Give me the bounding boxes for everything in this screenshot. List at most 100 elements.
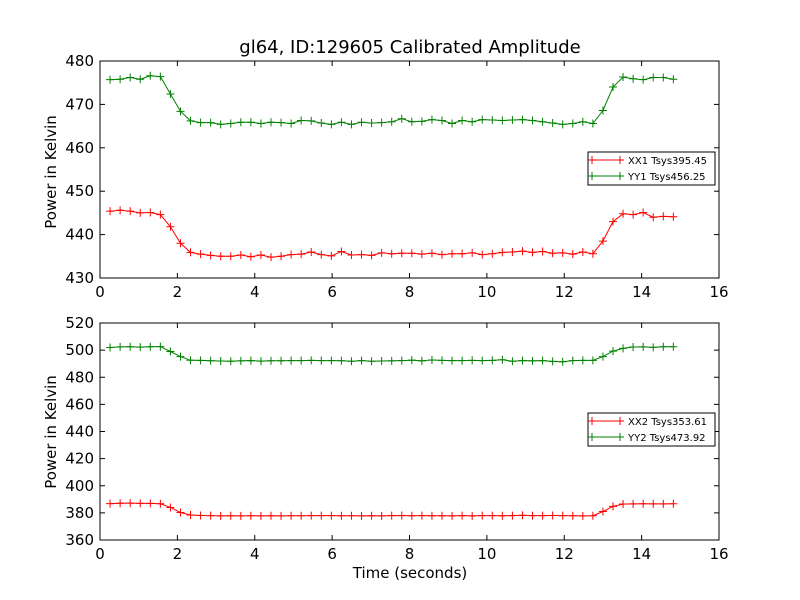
top-x-tick-label: 8 (405, 283, 415, 301)
bottom-chart: Power in Kelvin Time (seconds) 0 2 4 6 8 10 12… (42, 314, 729, 582)
bottom-series-2-marker (478, 356, 487, 365)
bottom-series-2-marker (558, 357, 567, 366)
top-series-1-marker (518, 247, 527, 256)
bottom-legend-marker-2 (588, 433, 596, 441)
top-series-1-marker (246, 252, 255, 261)
top-x-tick-label: 0 (95, 283, 105, 301)
top-series-1-marker (659, 212, 668, 221)
top-series-1-marker (608, 217, 617, 226)
top-y-tick-label: 460 (65, 139, 94, 157)
bottom-series-2-marker (498, 355, 507, 364)
bottom-series-1-marker (196, 511, 205, 520)
top-series-2-marker (347, 120, 356, 129)
bottom-series-2-marker (186, 356, 195, 365)
top-series-1-marker (216, 252, 225, 261)
top-series-1-marker (347, 250, 356, 259)
bottom-series-1-marker (448, 511, 457, 520)
top-series-2-marker (619, 73, 628, 82)
top-series-1-marker (136, 208, 145, 217)
bottom-series-1-marker (508, 511, 517, 520)
top-series-2-marker (397, 114, 406, 123)
top-series-2-marker (598, 106, 607, 115)
bottom-series-1-marker (518, 511, 527, 520)
top-series-1-marker (387, 249, 396, 258)
bottom-plot-area: 0 2 4 6 8 10 12 14 16 360 380 400 420 440 460 480 500 520… (65, 314, 729, 563)
bottom-series-1-marker (498, 511, 507, 520)
bottom-x-tick-label: 4 (250, 545, 260, 563)
bottom-x-axis-label: Time (seconds) (352, 564, 468, 582)
top-series-1-marker (478, 250, 487, 259)
bottom-series-2-marker (256, 357, 265, 366)
bottom-series-2-marker (146, 342, 155, 351)
bottom-series-1-marker (468, 511, 477, 520)
top-series-2-marker (478, 115, 487, 124)
top-series-1-marker (226, 252, 235, 261)
bottom-series-1-marker (266, 511, 275, 520)
bottom-series-1-marker (387, 511, 396, 520)
top-series-2-marker (508, 116, 517, 125)
top-series-1-marker (407, 249, 416, 258)
bottom-series-1-marker (619, 500, 628, 509)
top-series-1-marker (578, 247, 587, 256)
bottom-y-tick-label: 480 (65, 368, 94, 386)
bottom-series-2-marker (236, 356, 245, 365)
bottom-series-1-marker (478, 511, 487, 520)
bottom-series-1-marker (588, 511, 597, 520)
bottom-series-2-marker (307, 356, 316, 365)
top-series-1-marker (508, 247, 517, 256)
top-series-2-marker (236, 118, 245, 127)
top-legend: XX1 Tsys395.45 YY1 Tsys456.25 (587, 151, 716, 186)
top-series-1-marker (629, 210, 638, 219)
bottom-series-1-marker (307, 511, 316, 520)
bottom-series-1-marker (337, 511, 346, 520)
top-series-2-marker (639, 75, 648, 84)
bottom-series-2-marker (246, 356, 255, 365)
bottom-series-2-marker (126, 342, 135, 351)
top-series-2-marker (317, 119, 326, 128)
top-chart: Power in Kelvin 0 2 4 6 8 10 12 14 16 430 440 450 46… (42, 52, 729, 301)
bottom-series-1-marker (297, 511, 306, 520)
top-series-2-marker (186, 116, 195, 125)
bottom-x-tick-label: 2 (173, 545, 183, 563)
top-series-2-marker (468, 117, 477, 126)
bottom-series-2-marker (277, 356, 286, 365)
top-series-2-marker (196, 118, 205, 127)
bottom-series-2-marker (136, 343, 145, 352)
bottom-y-tick-label: 380 (65, 504, 94, 522)
bottom-series-2-marker (458, 356, 467, 365)
bottom-series-1-marker (417, 511, 426, 520)
top-y-tick-label: 430 (65, 269, 94, 287)
top-series-1-marker (176, 239, 185, 248)
top-series-2-marker (387, 117, 396, 126)
top-series-1-marker (458, 249, 467, 258)
top-legend-marker-2 (616, 172, 624, 180)
bottom-series-2-marker (266, 356, 275, 365)
top-series-1-marker (357, 250, 366, 259)
bottom-series-1-marker (437, 511, 446, 520)
bottom-series-1-marker (649, 499, 658, 508)
bottom-series-2-marker (357, 356, 366, 365)
top-series-2-marker (106, 75, 115, 84)
bottom-series-2-marker (639, 342, 648, 351)
top-series-1-marker (427, 249, 436, 258)
bottom-series-2-marker (568, 356, 577, 365)
top-series-2-marker (629, 74, 638, 83)
bottom-series-2-marker (176, 352, 185, 361)
bottom-series-2-marker (337, 356, 346, 365)
top-series-1-marker (639, 208, 648, 217)
bottom-series-1-marker (166, 503, 175, 512)
top-series-1-marker (397, 249, 406, 258)
bottom-series-2-marker (196, 356, 205, 365)
bottom-series-2-marker (377, 356, 386, 365)
top-series-2-marker (649, 73, 658, 82)
top-series-2-marker (246, 118, 255, 127)
bottom-series-2-marker (407, 356, 416, 365)
top-series-1-marker (277, 252, 286, 261)
top-x-tick-label: 14 (632, 283, 651, 301)
bottom-y-tick-label: 500 (65, 341, 94, 359)
bottom-series-2-marker (206, 356, 215, 365)
top-y-tick-label: 470 (65, 95, 94, 113)
bottom-series-2-marker (508, 357, 517, 366)
top-x-tick-label: 6 (327, 283, 337, 301)
